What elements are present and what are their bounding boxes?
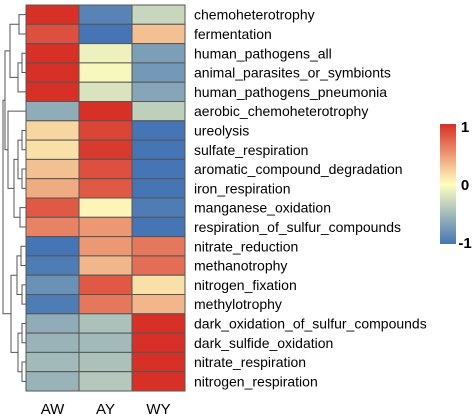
heatmap-cell bbox=[131, 216, 186, 238]
row-label: methylotrophy bbox=[194, 296, 282, 312]
color-legend: 1 0 -1 bbox=[440, 119, 472, 252]
heatmap-cell bbox=[131, 274, 186, 296]
row-label: chemoheterotrophy bbox=[194, 7, 315, 23]
heatmap-cell bbox=[25, 120, 80, 141]
heatmap-cell bbox=[78, 139, 133, 160]
row-label: methanotrophy bbox=[194, 258, 287, 274]
heatmap-cell bbox=[25, 294, 80, 315]
heatmap-cell bbox=[131, 294, 186, 315]
row-dendrogram bbox=[2, 14, 26, 382]
row-label: nitrogen_respiration bbox=[194, 373, 318, 389]
heatmap-cell bbox=[25, 351, 80, 373]
heatmap-cell bbox=[25, 101, 80, 122]
heatmap-cell bbox=[131, 139, 186, 160]
heatmap-cell bbox=[131, 101, 186, 122]
heatmap-cell bbox=[25, 158, 80, 180]
heatmap-cell bbox=[131, 351, 186, 373]
heatmap-cell bbox=[78, 255, 133, 276]
legend-color-bar bbox=[440, 124, 456, 244]
column-label: WY bbox=[146, 401, 170, 417]
heatmap-cell bbox=[78, 197, 133, 218]
heatmap-cell bbox=[25, 255, 80, 276]
heatmap-cell bbox=[25, 178, 80, 199]
heatmap-cell bbox=[131, 255, 186, 276]
row-label: manganese_oxidation bbox=[194, 200, 331, 216]
heatmap-cell bbox=[25, 274, 80, 296]
heatmap-cell bbox=[78, 23, 133, 45]
heatmap-cell bbox=[25, 371, 80, 392]
heatmap-cell bbox=[78, 236, 133, 257]
heatmap-cell bbox=[25, 4, 80, 25]
row-label: dark_sulfide_oxidation bbox=[194, 335, 333, 351]
heatmap-cell bbox=[78, 332, 133, 353]
heatmap-cell bbox=[78, 274, 133, 296]
heatmap-cell bbox=[131, 332, 186, 353]
heatmap-cell bbox=[78, 62, 133, 83]
heatmap-cell bbox=[131, 313, 186, 334]
row-label: nitrate_reduction bbox=[194, 238, 298, 254]
row-label: dark_oxidation_of_sulfur_compounds bbox=[194, 315, 427, 331]
heatmap-cell bbox=[78, 371, 133, 392]
row-label: fermentation bbox=[194, 26, 272, 42]
heatmap-cell bbox=[78, 4, 133, 25]
row-labels: chemoheterotrophy fermentation human_patho… bbox=[194, 7, 427, 390]
heatmap-cell bbox=[25, 216, 80, 238]
heatmap-cell bbox=[78, 158, 133, 180]
column-labels: AW AY WY bbox=[41, 401, 171, 417]
row-label: iron_respiration bbox=[194, 180, 291, 196]
row-label: ureolysis bbox=[194, 122, 249, 138]
row-label: human_pathogens_all bbox=[194, 45, 332, 61]
heatmap-cell bbox=[131, 43, 186, 64]
heatmap-cell bbox=[25, 81, 80, 102]
heatmap-cell bbox=[131, 236, 186, 257]
legend-tick-label: -1 bbox=[458, 235, 471, 252]
row-label: sulfate_respiration bbox=[194, 142, 308, 158]
row-label: aromatic_compound_degradation bbox=[194, 161, 403, 177]
heatmap-cell bbox=[78, 43, 133, 64]
heatmap-cell bbox=[25, 23, 80, 45]
heatmap-cell bbox=[25, 139, 80, 160]
row-label: nitrate_respiration bbox=[194, 354, 306, 370]
heatmap-cell bbox=[78, 178, 133, 199]
heatmap-cells bbox=[25, 4, 186, 392]
heatmap-cell bbox=[25, 332, 80, 353]
row-label: respiration_of_sulfur_compounds bbox=[194, 219, 401, 235]
heatmap-cell bbox=[78, 216, 133, 238]
heatmap-cell bbox=[131, 23, 186, 45]
heatmap-cell bbox=[131, 62, 186, 83]
heatmap-cell bbox=[131, 371, 186, 392]
heatmap-cell bbox=[131, 81, 186, 102]
heatmap-cell bbox=[25, 62, 80, 83]
heatmap-cell bbox=[25, 236, 80, 257]
row-label: nitrogen_fixation bbox=[194, 277, 297, 293]
legend-tick-label: 1 bbox=[461, 119, 469, 136]
heatmap-cell bbox=[78, 101, 133, 122]
row-label: human_pathogens_pneumonia bbox=[194, 84, 387, 100]
heatmap-cell bbox=[131, 120, 186, 141]
legend-tick-label: 0 bbox=[461, 177, 469, 194]
column-label: AY bbox=[96, 401, 115, 417]
heatmap-cell bbox=[78, 313, 133, 334]
heatmap-cell bbox=[78, 351, 133, 373]
row-label: animal_parasites_or_symbionts bbox=[194, 65, 391, 81]
heatmap-cell bbox=[131, 4, 186, 25]
heatmap-cell bbox=[25, 313, 80, 334]
heatmap-cell bbox=[78, 294, 133, 315]
heatmap-cell bbox=[131, 158, 186, 180]
heatmap-cell bbox=[78, 81, 133, 102]
row-label: aerobic_chemoheterotrophy bbox=[194, 103, 368, 119]
heatmap-cell bbox=[131, 197, 186, 218]
heatmap-cell bbox=[25, 197, 80, 218]
heatmap-cell bbox=[78, 120, 133, 141]
heatmap-cell bbox=[25, 43, 80, 64]
heatmap-cell bbox=[131, 178, 186, 199]
column-label: AW bbox=[41, 401, 65, 417]
